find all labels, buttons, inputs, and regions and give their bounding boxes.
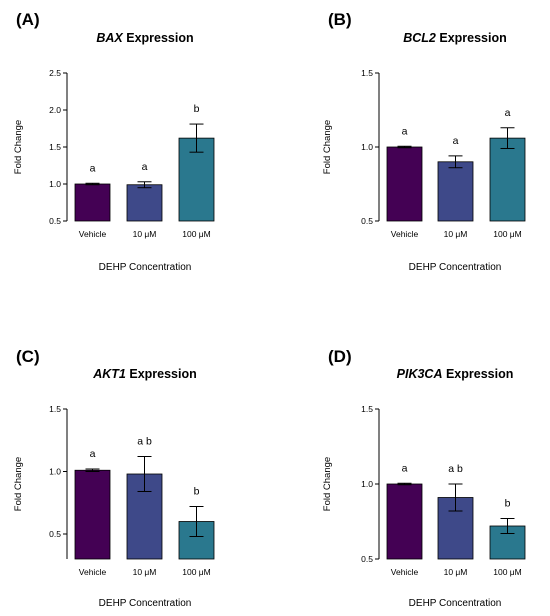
significance-label: b — [505, 498, 511, 510]
chart-panel-1: (A) BAX Expression 0.5 1.0 1.5 2.0 2.5 Fold Cha… — [13, 10, 215, 273]
x-tick-label: 100 μM — [493, 567, 522, 577]
chart-panel-3: (C) AKT1 Expression 0.5 1.0 1.5 Fold Change a V… — [13, 347, 215, 609]
chart-title-suffix: Expression — [442, 367, 513, 381]
bar-1 — [74, 469, 111, 560]
significance-label: b — [194, 103, 200, 115]
y-tick-label: 0.5 — [361, 554, 373, 564]
significance-label: a — [90, 448, 96, 460]
x-tick-label: 100 μM — [182, 567, 211, 577]
significance-label: a — [142, 161, 148, 173]
y-axis-label: Fold Change — [322, 457, 333, 511]
significance-label: a — [453, 135, 459, 147]
x-tick-label: 10 μM — [133, 567, 157, 577]
significance-label: b — [194, 486, 200, 498]
y-tick-label: 0.5 — [361, 216, 373, 226]
y-tick-label: 1.5 — [361, 404, 373, 414]
y-axis-label: Fold Change — [322, 120, 333, 174]
chart-title: AKT1 Expression — [92, 367, 197, 381]
y-tick-label: 2.0 — [49, 105, 61, 115]
y-tick-label: 1.0 — [49, 467, 61, 477]
y-axis-label: Fold Change — [13, 120, 24, 174]
x-tick-label: Vehicle — [391, 229, 419, 239]
y-axis-label: Fold Change — [13, 457, 24, 511]
chart-title-suffix: Expression — [126, 367, 197, 381]
chart-title-gene: PIK3CA — [397, 367, 443, 381]
x-axis-label: DEHP Concentration — [99, 598, 192, 609]
x-tick-label: 10 μM — [444, 229, 468, 239]
chart-title: BAX Expression — [96, 31, 193, 45]
x-tick-label: Vehicle — [79, 567, 107, 577]
x-tick-label: 10 μM — [444, 567, 468, 577]
x-tick-label: 100 μM — [493, 229, 522, 239]
significance-label: a — [90, 162, 96, 174]
y-tick-label: 1.5 — [361, 68, 373, 78]
x-tick-label: Vehicle — [79, 229, 107, 239]
y-tick-label: 2.5 — [49, 68, 61, 78]
panel-label: (D) — [328, 347, 352, 366]
panel-label: (C) — [16, 347, 40, 366]
bar-1 — [386, 483, 423, 560]
x-axis-label: DEHP Concentration — [409, 262, 502, 273]
bar-3 — [489, 137, 526, 222]
x-axis-label: DEHP Concentration — [409, 598, 502, 609]
y-tick-label: 0.5 — [49, 529, 61, 539]
y-tick-label: 0.5 — [49, 216, 61, 226]
significance-label: a b — [448, 463, 463, 475]
bar-1 — [74, 183, 111, 222]
significance-label: a b — [137, 436, 152, 448]
x-axis-label: DEHP Concentration — [99, 262, 192, 273]
significance-label: a — [402, 125, 408, 137]
y-tick-label: 1.5 — [49, 404, 61, 414]
chart-title-suffix: Expression — [123, 31, 194, 45]
chart-panel-4: (D) PIK3CA Expression 0.5 1.0 1.5 Fold Change… — [322, 347, 526, 609]
y-tick-label: 1.0 — [361, 479, 373, 489]
chart-panel-2: (B) BCL2 Expression 0.5 1.0 1.5 Fold Change a V… — [322, 10, 526, 273]
x-tick-label: Vehicle — [391, 567, 419, 577]
chart-title-gene: AKT1 — [92, 367, 126, 381]
bar-1 — [386, 146, 423, 222]
significance-label: a — [505, 107, 511, 119]
chart-title-gene: BCL2 — [403, 31, 436, 45]
significance-label: a — [402, 462, 408, 474]
chart-title-suffix: Expression — [436, 31, 507, 45]
y-tick-label: 1.0 — [361, 142, 373, 152]
panel-label: (B) — [328, 10, 352, 29]
chart-title-gene: BAX — [96, 31, 123, 45]
x-tick-label: 10 μM — [133, 229, 157, 239]
chart-title: BCL2 Expression — [403, 31, 507, 45]
bar-2 — [437, 161, 474, 222]
x-tick-label: 100 μM — [182, 229, 211, 239]
y-tick-label: 1.0 — [49, 179, 61, 189]
chart-title: PIK3CA Expression — [397, 367, 514, 381]
panel-label: (A) — [16, 10, 40, 29]
y-tick-label: 1.5 — [49, 142, 61, 152]
bar-2 — [126, 184, 163, 222]
